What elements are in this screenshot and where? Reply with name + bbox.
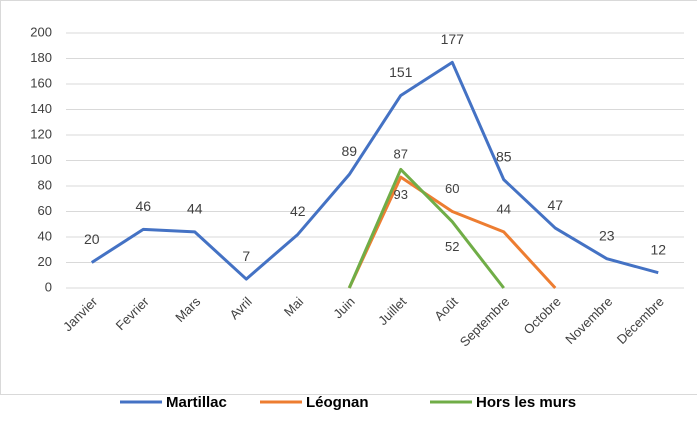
y-tick-label: 100: [30, 152, 52, 167]
y-tick-label: 40: [38, 228, 52, 243]
data-label: 23: [599, 227, 615, 243]
legend-label: Martillac: [166, 394, 227, 411]
y-tick-label: 60: [38, 203, 52, 218]
data-label: 89: [341, 143, 357, 159]
chart-border: [0, 0, 697, 395]
y-tick-label: 200: [30, 24, 52, 39]
line-series: [347, 167, 505, 289]
y-tick-label: 140: [30, 101, 52, 116]
data-label: 177: [441, 31, 465, 47]
data-label: 47: [547, 197, 563, 213]
legend-label: Léognan: [306, 394, 369, 411]
data-label: 151: [389, 64, 413, 80]
line-series: [90, 60, 659, 281]
data-label: 44: [497, 201, 511, 216]
data-label: 60: [445, 181, 459, 196]
y-tick-label: 0: [45, 279, 52, 294]
y-tick-label: 160: [30, 75, 52, 90]
data-label: 20: [84, 231, 100, 247]
data-label: 52: [445, 239, 459, 254]
data-label: 87: [394, 147, 408, 162]
data-label: 46: [135, 198, 151, 214]
y-tick-label: 180: [30, 50, 52, 65]
data-label: 85: [496, 148, 512, 164]
data-label: 44: [187, 201, 203, 217]
y-tick-label: 80: [38, 177, 52, 192]
legend-label: Hors les murs: [476, 394, 576, 411]
y-tick-label: 20: [38, 254, 52, 269]
data-label: 7: [242, 248, 250, 264]
data-label: 93: [394, 187, 408, 202]
data-label: 12: [650, 241, 666, 257]
y-tick-label: 120: [30, 126, 52, 141]
data-label: 42: [290, 203, 306, 219]
line-series: [347, 175, 557, 290]
